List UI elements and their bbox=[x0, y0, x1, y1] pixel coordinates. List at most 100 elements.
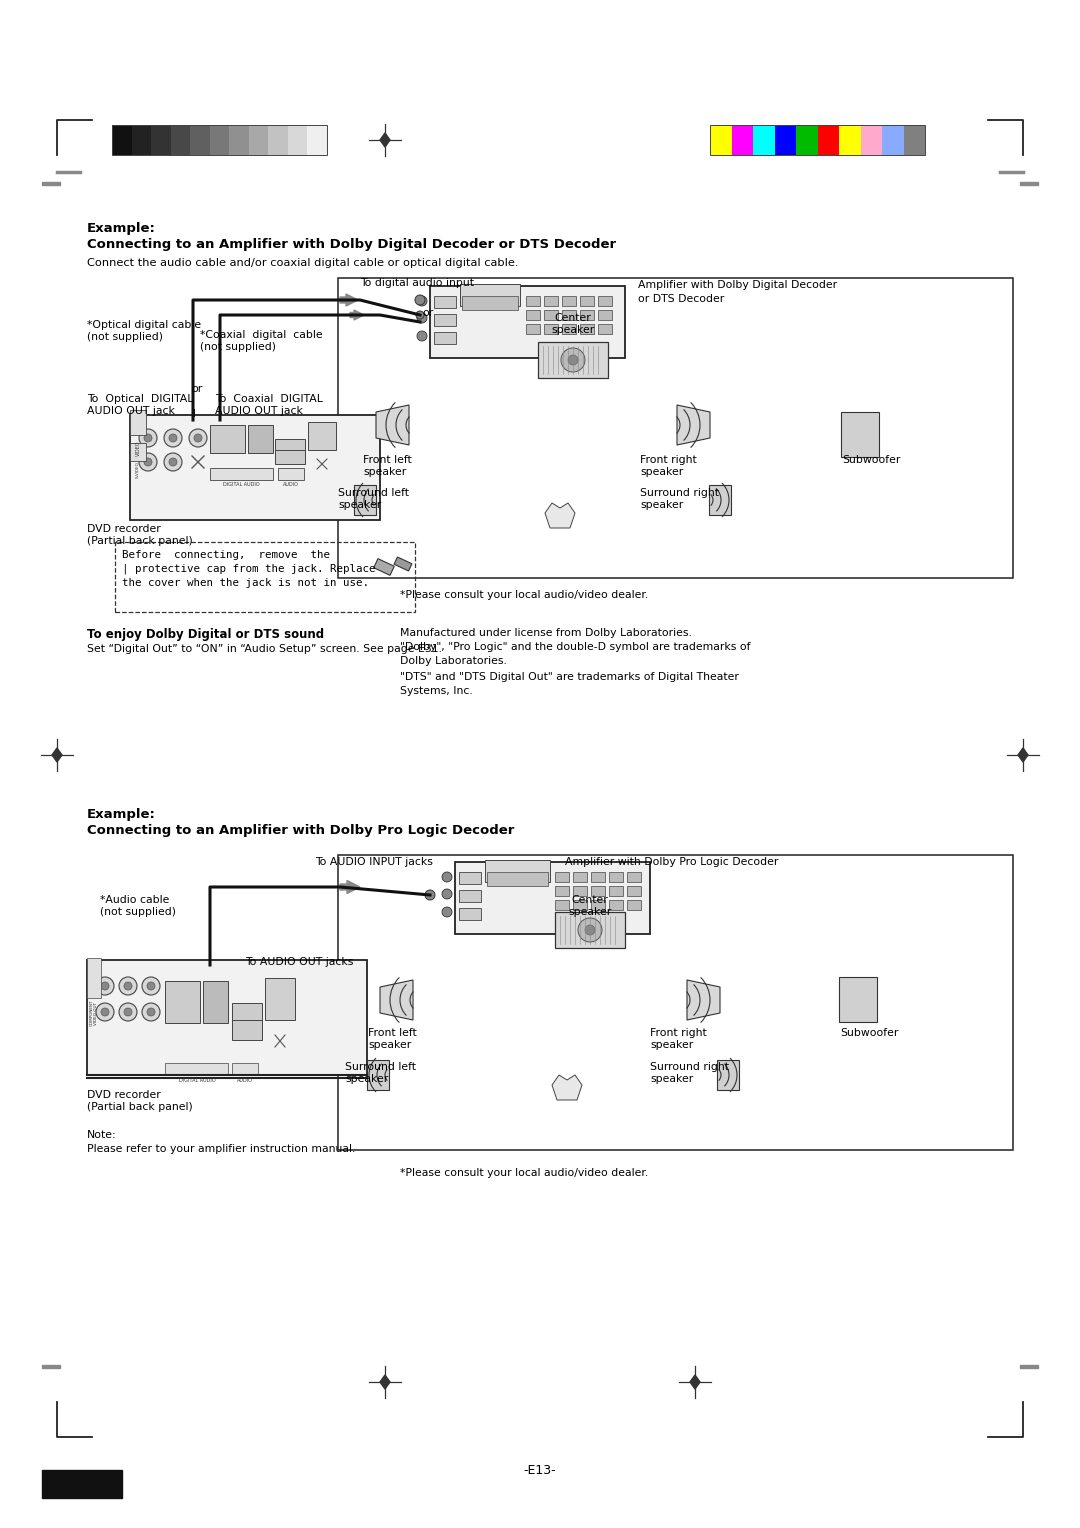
Circle shape bbox=[442, 889, 453, 898]
Bar bbox=[562, 310, 576, 319]
Circle shape bbox=[119, 1002, 137, 1021]
Circle shape bbox=[141, 1002, 160, 1021]
Text: Surround left
speaker: Surround left speaker bbox=[345, 1062, 416, 1083]
Bar bbox=[462, 296, 518, 310]
Bar bbox=[130, 410, 146, 435]
Bar bbox=[367, 1060, 389, 1089]
Bar bbox=[42, 182, 60, 185]
Text: DIGITAL AUDIO: DIGITAL AUDIO bbox=[222, 483, 259, 487]
Text: Surround left
speaker: Surround left speaker bbox=[338, 487, 409, 510]
Polygon shape bbox=[677, 405, 710, 445]
Bar bbox=[839, 976, 877, 1022]
Text: Systems, Inc.: Systems, Inc. bbox=[400, 686, 473, 695]
Bar bbox=[591, 886, 605, 895]
Circle shape bbox=[194, 434, 202, 442]
Text: Please refer to your amplifier instruction manual.: Please refer to your amplifier instructi… bbox=[87, 1144, 355, 1154]
Polygon shape bbox=[380, 979, 413, 1021]
Circle shape bbox=[119, 976, 137, 995]
Bar bbox=[591, 900, 605, 911]
Bar bbox=[861, 125, 882, 154]
Bar bbox=[487, 872, 548, 886]
Bar bbox=[796, 125, 818, 154]
Bar bbox=[430, 286, 625, 358]
Polygon shape bbox=[690, 1375, 700, 1389]
Bar bbox=[42, 1365, 60, 1368]
Bar bbox=[190, 125, 210, 154]
Polygon shape bbox=[380, 1375, 390, 1389]
Text: "Dolby", "Pro Logic" and the double-D symbol are trademarks of: "Dolby", "Pro Logic" and the double-D sy… bbox=[400, 642, 751, 652]
Text: S-VIDEO: S-VIDEO bbox=[136, 461, 140, 478]
Text: AUDIO: AUDIO bbox=[283, 483, 299, 487]
Bar bbox=[308, 125, 327, 154]
Text: Front right
speaker: Front right speaker bbox=[650, 1028, 706, 1050]
Bar bbox=[708, 484, 731, 515]
Text: Dolby Laboratories.: Dolby Laboratories. bbox=[400, 656, 507, 666]
Bar bbox=[526, 310, 540, 319]
Bar bbox=[485, 860, 550, 882]
Text: *Audio cable
(not supplied): *Audio cable (not supplied) bbox=[100, 895, 176, 917]
Bar bbox=[544, 324, 558, 335]
Circle shape bbox=[124, 983, 132, 990]
Bar bbox=[87, 960, 367, 1076]
Text: Surround right
speaker: Surround right speaker bbox=[650, 1062, 729, 1083]
Circle shape bbox=[442, 908, 453, 917]
Text: Center
speaker: Center speaker bbox=[568, 895, 611, 917]
Bar bbox=[526, 324, 540, 335]
Bar bbox=[232, 1063, 258, 1076]
Text: DVD recorder
(Partial back panel): DVD recorder (Partial back panel) bbox=[87, 1089, 192, 1111]
Bar bbox=[87, 958, 102, 998]
Circle shape bbox=[442, 872, 453, 882]
Bar bbox=[573, 900, 588, 911]
Polygon shape bbox=[380, 133, 390, 147]
Bar bbox=[459, 889, 481, 902]
Bar bbox=[598, 296, 612, 306]
Bar bbox=[609, 886, 623, 895]
Bar bbox=[374, 559, 394, 576]
Bar bbox=[753, 125, 774, 154]
Text: COMPONENT
VIDEO OUT: COMPONENT VIDEO OUT bbox=[90, 999, 98, 1027]
Text: *Please consult your local audio/video dealer.: *Please consult your local audio/video d… bbox=[400, 1167, 648, 1178]
Text: "DTS" and "DTS Digital Out" are trademarks of Digital Theater: "DTS" and "DTS Digital Out" are trademar… bbox=[400, 672, 739, 681]
Circle shape bbox=[144, 434, 152, 442]
Circle shape bbox=[139, 452, 157, 471]
Bar bbox=[555, 886, 569, 895]
Text: Center
speaker: Center speaker bbox=[552, 313, 595, 335]
Bar bbox=[338, 856, 1013, 1151]
Bar bbox=[544, 296, 558, 306]
Bar bbox=[268, 125, 288, 154]
Text: Amplifier with Dolby Pro Logic Decoder: Amplifier with Dolby Pro Logic Decoder bbox=[565, 857, 779, 866]
Text: Front left
speaker: Front left speaker bbox=[368, 1028, 417, 1050]
Text: Manufactured under license from Dolby Laboratories.: Manufactured under license from Dolby La… bbox=[400, 628, 692, 639]
Text: Front right
speaker: Front right speaker bbox=[640, 455, 697, 477]
Bar bbox=[308, 422, 336, 451]
Bar bbox=[151, 125, 171, 154]
Bar bbox=[42, 1470, 122, 1497]
Circle shape bbox=[568, 354, 578, 365]
Bar bbox=[210, 125, 229, 154]
Bar bbox=[112, 125, 327, 154]
Bar bbox=[171, 125, 190, 154]
Bar bbox=[562, 324, 576, 335]
Circle shape bbox=[96, 1002, 114, 1021]
Text: or: or bbox=[422, 309, 434, 318]
Polygon shape bbox=[376, 405, 409, 445]
Bar bbox=[538, 342, 608, 377]
Circle shape bbox=[426, 889, 435, 900]
Circle shape bbox=[585, 924, 595, 935]
Circle shape bbox=[164, 452, 183, 471]
Bar bbox=[459, 908, 481, 920]
Bar bbox=[544, 310, 558, 319]
Circle shape bbox=[417, 332, 427, 341]
Text: DIGITAL AUDIO: DIGITAL AUDIO bbox=[178, 1077, 215, 1082]
FancyArrow shape bbox=[350, 310, 364, 319]
Text: *Optical digital cable
(not supplied): *Optical digital cable (not supplied) bbox=[87, 319, 201, 342]
Bar bbox=[717, 1060, 739, 1089]
Bar bbox=[265, 978, 295, 1021]
Bar bbox=[627, 900, 642, 911]
Circle shape bbox=[141, 976, 160, 995]
Bar bbox=[580, 296, 594, 306]
Bar bbox=[1020, 1365, 1038, 1368]
Text: DVD recorder
(Partial back panel): DVD recorder (Partial back panel) bbox=[87, 524, 192, 545]
Bar bbox=[203, 981, 228, 1024]
Circle shape bbox=[415, 295, 426, 306]
